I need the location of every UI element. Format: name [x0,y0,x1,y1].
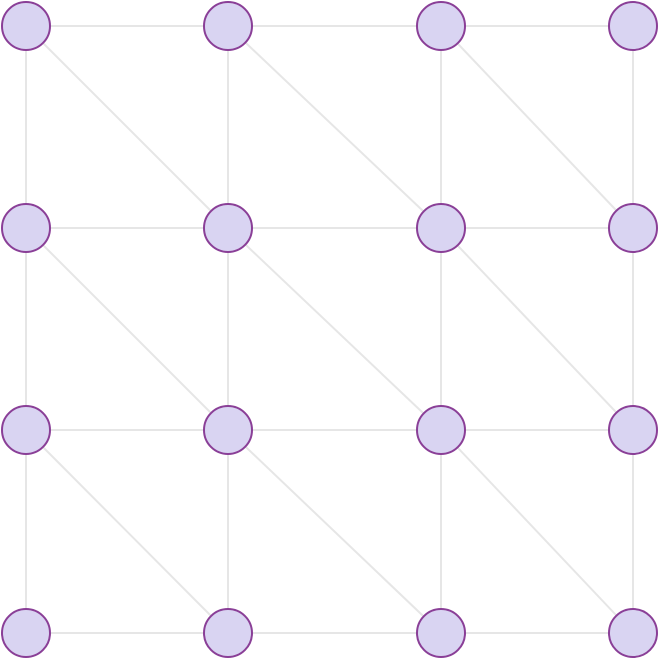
node-n-0-1 [203,1,253,51]
node-n-2-1 [203,405,253,455]
node-n-2-3 [608,405,658,455]
node-n-3-0 [1,608,51,658]
node-n-0-2 [416,1,466,51]
node-n-0-0 [1,1,51,51]
node-n-2-2 [416,405,466,455]
node-n-1-0 [1,203,51,253]
node-n-1-3 [608,203,658,253]
node-n-3-1 [203,608,253,658]
node-n-0-3 [608,1,658,51]
node-n-3-2 [416,608,466,658]
edge-n-1-2-to-n-2-3 [440,227,634,431]
edges-layer [25,25,634,634]
node-n-3-3 [608,608,658,658]
edge-n-0-2-to-n-1-3 [440,25,634,229]
node-n-2-0 [1,405,51,455]
edge-n-0-1-to-n-1-2 [227,25,442,229]
edge-n-1-0-to-n-2-1 [25,227,229,431]
edge-n-2-1-to-n-3-2 [227,429,442,634]
edge-n-0-0-to-n-1-1 [25,25,229,229]
edge-n-1-1-to-n-2-2 [227,227,442,431]
node-n-1-2 [416,203,466,253]
edge-n-2-0-to-n-3-1 [25,429,229,634]
node-n-1-1 [203,203,253,253]
edge-n-2-2-to-n-3-3 [440,429,634,634]
